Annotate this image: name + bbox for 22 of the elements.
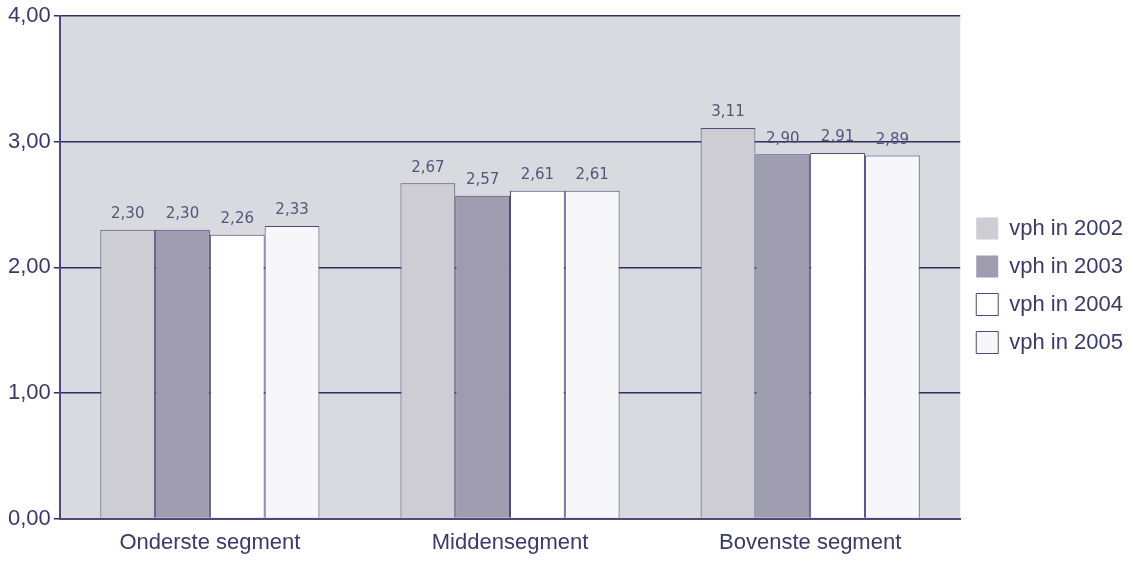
data-label: 2,61 [520,165,555,184]
data-label: 2,30 [165,204,200,223]
y-tick-label: 0,00 [7,504,51,530]
data-label: 2,30 [111,204,145,223]
y-tick-label: 4,00 [7,2,51,28]
data-label: 2,91 [820,127,855,146]
data-label: 2,57 [465,170,500,189]
legend-label: vph in 2003 [1009,252,1124,278]
data-label: 2,61 [575,165,609,184]
data-label: 3,11 [711,102,745,121]
y-tick-label: 1,00 [7,379,51,405]
x-tick-label: Middensegment [431,528,589,554]
y-tick-label: 2,00 [7,253,51,279]
x-tick-label: Onderste segment [119,528,301,554]
data-label: 2,67 [411,157,445,176]
x-tick-label: Bovenste segment [719,528,902,554]
legend-label: vph in 2005 [1009,328,1124,354]
legend-label: vph in 2002 [1009,214,1124,240]
y-tick-label: 3,00 [7,127,51,153]
data-label: 2,26 [220,209,254,228]
legend-label: vph in 2004 [1009,290,1124,316]
data-label: 2,33 [275,200,309,219]
